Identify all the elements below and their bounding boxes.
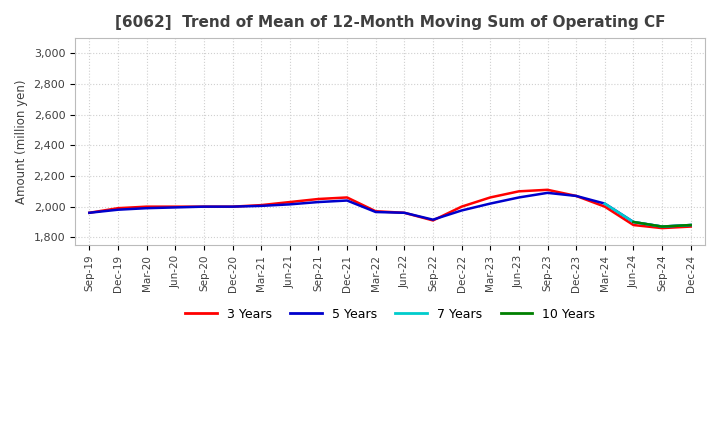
Legend: 3 Years, 5 Years, 7 Years, 10 Years: 3 Years, 5 Years, 7 Years, 10 Years [180, 303, 600, 326]
Title: [6062]  Trend of Mean of 12-Month Moving Sum of Operating CF: [6062] Trend of Mean of 12-Month Moving … [114, 15, 665, 30]
Y-axis label: Amount (million yen): Amount (million yen) [15, 79, 28, 204]
